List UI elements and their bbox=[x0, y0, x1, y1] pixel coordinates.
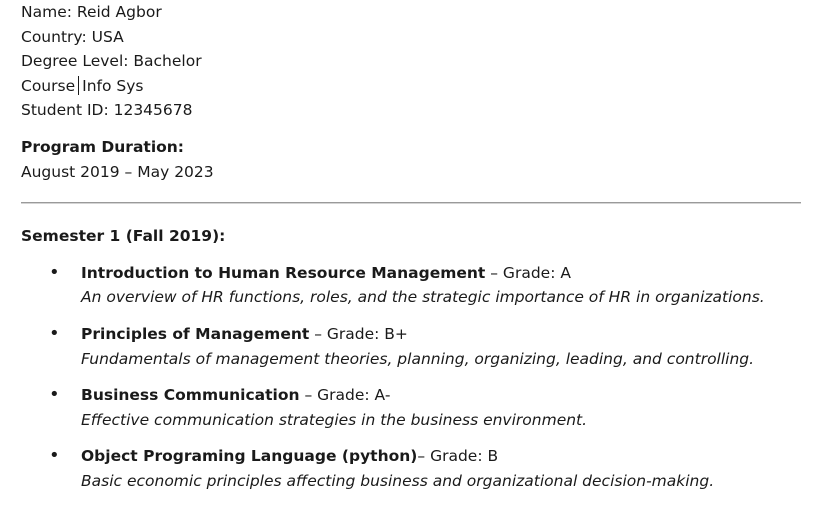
list-item: • Introduction to Human Resource Managem… bbox=[21, 261, 801, 310]
text-cursor bbox=[78, 75, 80, 95]
course-list: • Introduction to Human Resource Managem… bbox=[21, 261, 801, 494]
course-label: Course bbox=[21, 76, 76, 95]
list-item: • Principles of Management – Grade: B+ F… bbox=[21, 322, 801, 371]
course-name: Business Communication bbox=[81, 386, 300, 405]
list-item: • Object Programing Language (python)– G… bbox=[21, 444, 801, 493]
student-degree-level: Degree Level: Bachelor bbox=[21, 52, 202, 71]
course-name: Object Programing Language (python) bbox=[81, 447, 418, 466]
course-description: An overview of HR functions, roles, and … bbox=[81, 288, 765, 307]
horizontal-divider bbox=[21, 202, 801, 205]
program-duration-label: Program Duration: bbox=[21, 137, 185, 156]
course-heading: Introduction to Human Resource Managemen… bbox=[81, 261, 801, 286]
course-grade: – Grade: B bbox=[417, 447, 499, 466]
program-duration-value: August 2019 – May 2023 bbox=[21, 162, 214, 181]
course-grade: – Grade: A- bbox=[299, 386, 391, 405]
bullet-icon: • bbox=[49, 261, 60, 283]
student-country: Country: USA bbox=[21, 27, 124, 46]
course-heading: Object Programing Language (python)– Gra… bbox=[81, 444, 801, 469]
list-item: • Business Communication – Grade: A- Eff… bbox=[21, 383, 801, 432]
course-value: Info Sys bbox=[82, 76, 144, 95]
course-description: Basic economic principles affecting busi… bbox=[81, 471, 715, 490]
bullet-icon: • bbox=[49, 384, 60, 406]
course-heading: Business Communication – Grade: A- bbox=[81, 383, 801, 408]
course-name: Introduction to Human Resource Managemen… bbox=[81, 263, 486, 282]
bullet-icon: • bbox=[49, 322, 60, 344]
course-name: Principles of Management bbox=[81, 324, 310, 343]
course-description: Fundamentals of management theories, pla… bbox=[81, 349, 755, 368]
student-name: Name: Reid Agbor bbox=[21, 3, 162, 21]
semester-title: Semester 1 (Fall 2019): bbox=[21, 227, 226, 246]
course-grade: – Grade: B+ bbox=[309, 324, 408, 343]
course-heading: Principles of Management – Grade: B+ bbox=[81, 322, 801, 347]
course-grade: – Grade: A bbox=[485, 263, 571, 282]
bullet-icon: • bbox=[49, 445, 60, 467]
student-course: Course Info Sys bbox=[21, 74, 801, 99]
student-id: Student ID: 12345678 bbox=[21, 101, 193, 120]
course-description: Effective communication strategies in th… bbox=[81, 410, 588, 429]
document-body: Name: Reid Agbor Country: USA Degree Lev… bbox=[21, 0, 801, 506]
